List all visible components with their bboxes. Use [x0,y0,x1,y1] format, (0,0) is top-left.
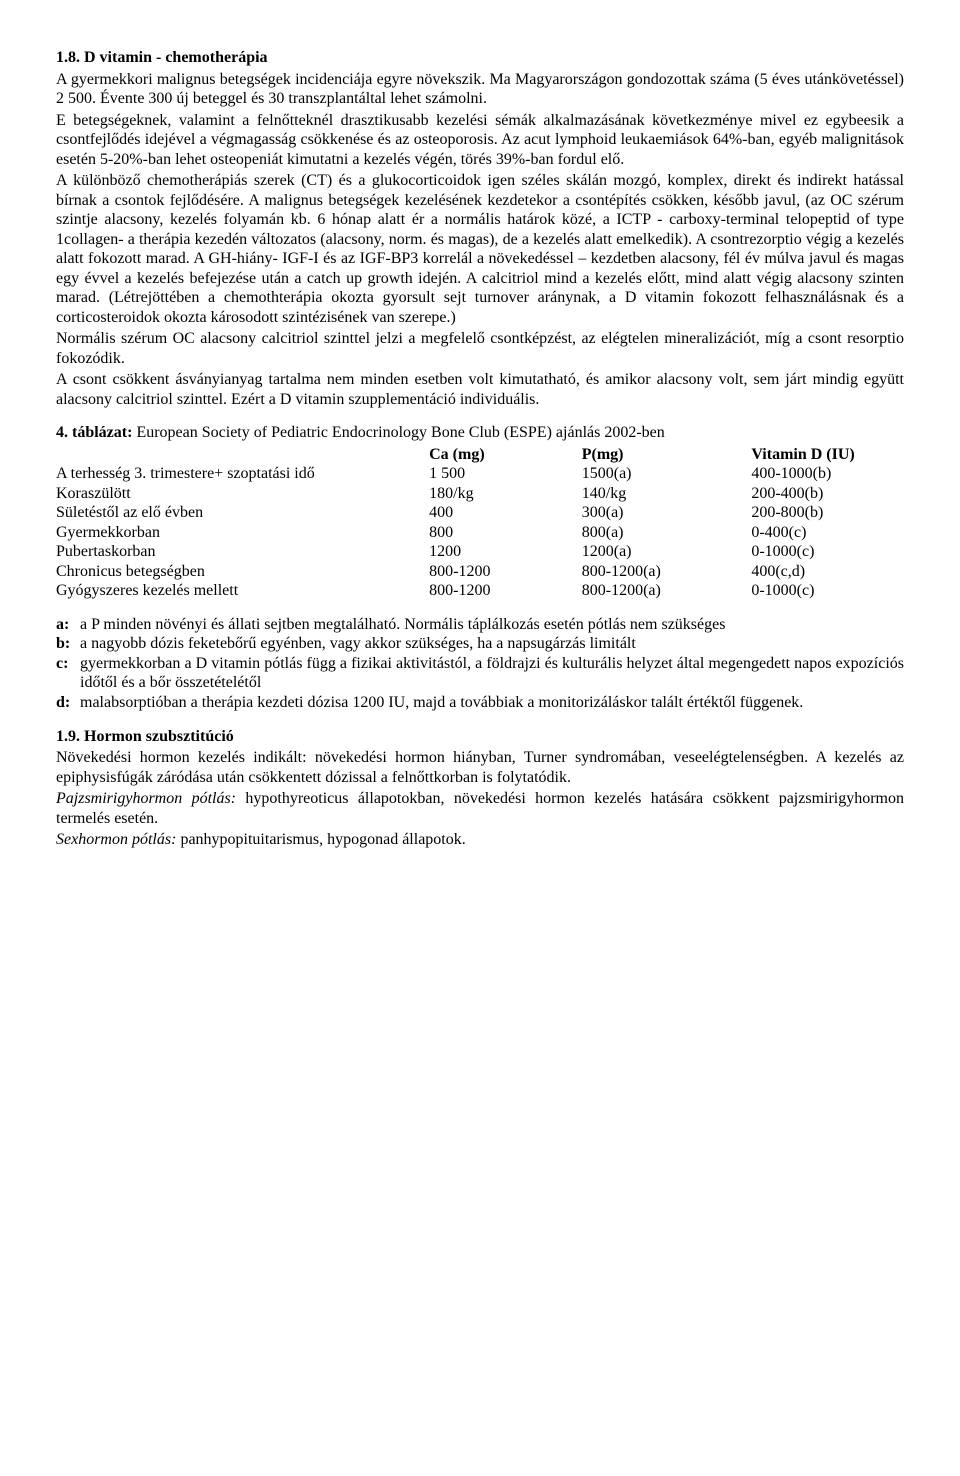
para-1-9-3: Sexhormon pótlás: panhypopituitarismus, … [56,830,904,850]
table4-title-rest: European Society of Pediatric Endocrinol… [132,424,664,441]
cell-ca: 1 500 [429,464,582,484]
para-1-8-1: A gyermekkori malignus betegségek incide… [56,70,904,109]
para-1-9-2: Pajzsmirigyhormon pótlás: hypothyreoticu… [56,789,904,828]
section-1-8: 1.8. D vitamin - chemotherápia A gyermek… [56,48,904,409]
note-c: c: gyermekkorban a D vitamin pótlás függ… [56,654,904,693]
cell-ca: 800-1200 [429,581,582,601]
table4-title: 4. táblázat: European Society of Pediatr… [56,423,904,443]
table4-h-ca: Ca (mg) [429,445,582,465]
cell-p: 300(a) [582,503,752,523]
note-text: a P minden növényi és állati sejtben meg… [80,615,904,635]
section-1-9: 1.9. Hormon szubsztitúció Növekedési hor… [56,727,904,850]
table-row: Chronicus betegségben 800-1200 800-1200(… [56,562,904,582]
table4-h-label [56,445,429,465]
cell-p: 800-1200(a) [582,562,752,582]
table4-header-row: Ca (mg) P(mg) Vitamin D (IU) [56,445,904,465]
para-1-8-3: A különböző chemotherápiás szerek (CT) é… [56,171,904,327]
table-row: Pubertaskorban 1200 1200(a) 0-1000(c) [56,542,904,562]
para-1-8-4: Normális szérum OC alacsony calcitriol s… [56,329,904,368]
cell-d: 0-400(c) [751,523,904,543]
table4-h-p: P(mg) [582,445,752,465]
note-d: d: malabsorptióban a therápia kezdeti dó… [56,693,904,713]
note-key: a: [56,615,80,635]
heading-1-8: 1.8. D vitamin - chemotherápia [56,48,904,68]
para-1-9-1: Növekedési hormon kezelés indikált: növe… [56,748,904,787]
heading-1-9: 1.9. Hormon szubsztitúció [56,727,904,747]
para-1-8-2: E betegségeknek, valamint a felnőtteknél… [56,111,904,170]
para-1-8-5: A csont csökkent ásványianyag tartalma n… [56,370,904,409]
cell-d: 200-400(b) [751,484,904,504]
cell-p: 800-1200(a) [582,581,752,601]
cell-d: 400(c,d) [751,562,904,582]
cell-p: 800(a) [582,523,752,543]
table4-title-bold: 4. táblázat: [56,424,132,441]
cell-label: Pubertaskorban [56,542,429,562]
cell-d: 0-1000(c) [751,581,904,601]
table-row: Gyógyszeres kezelés mellett 800-1200 800… [56,581,904,601]
cell-label: Gyógyszeres kezelés mellett [56,581,429,601]
cell-label: Chronicus betegségben [56,562,429,582]
para-1-9-2-italic: Pajzsmirigyhormon pótlás: [56,790,236,807]
para-1-9-3-rest: panhypopituitarismus, hypogonad állapoto… [176,831,465,848]
cell-ca: 800-1200 [429,562,582,582]
table4: Ca (mg) P(mg) Vitamin D (IU) A terhesség… [56,445,904,601]
table-row: A terhesség 3. trimestere+ szoptatási id… [56,464,904,484]
cell-d: 0-1000(c) [751,542,904,562]
table-row: Koraszülött 180/kg 140/kg 200-400(b) [56,484,904,504]
cell-p: 140/kg [582,484,752,504]
table4-h-d: Vitamin D (IU) [751,445,904,465]
table-row: Gyermekkorban 800 800(a) 0-400(c) [56,523,904,543]
cell-label: Koraszülött [56,484,429,504]
cell-p: 1200(a) [582,542,752,562]
cell-d: 200-800(b) [751,503,904,523]
note-key: d: [56,693,80,713]
para-1-9-3-italic: Sexhormon pótlás: [56,831,176,848]
note-text: a nagyobb dózis feketebőrű egyénben, vag… [80,634,904,654]
cell-ca: 180/kg [429,484,582,504]
note-key: b: [56,634,80,654]
cell-label: A terhesség 3. trimestere+ szoptatási id… [56,464,429,484]
note-text: gyermekkorban a D vitamin pótlás függ a … [80,654,904,693]
note-key: c: [56,654,80,693]
cell-ca: 400 [429,503,582,523]
table4-notes: a: a P minden növényi és állati sejtben … [56,615,904,713]
note-b: b: a nagyobb dózis feketebőrű egyénben, … [56,634,904,654]
note-a: a: a P minden növényi és állati sejtben … [56,615,904,635]
cell-label: Sületéstől az elő évben [56,503,429,523]
cell-p: 1500(a) [582,464,752,484]
note-text: malabsorptióban a therápia kezdeti dózis… [80,693,904,713]
cell-label: Gyermekkorban [56,523,429,543]
cell-ca: 1200 [429,542,582,562]
cell-d: 400-1000(b) [751,464,904,484]
table-row: Sületéstől az elő évben 400 300(a) 200-8… [56,503,904,523]
cell-ca: 800 [429,523,582,543]
